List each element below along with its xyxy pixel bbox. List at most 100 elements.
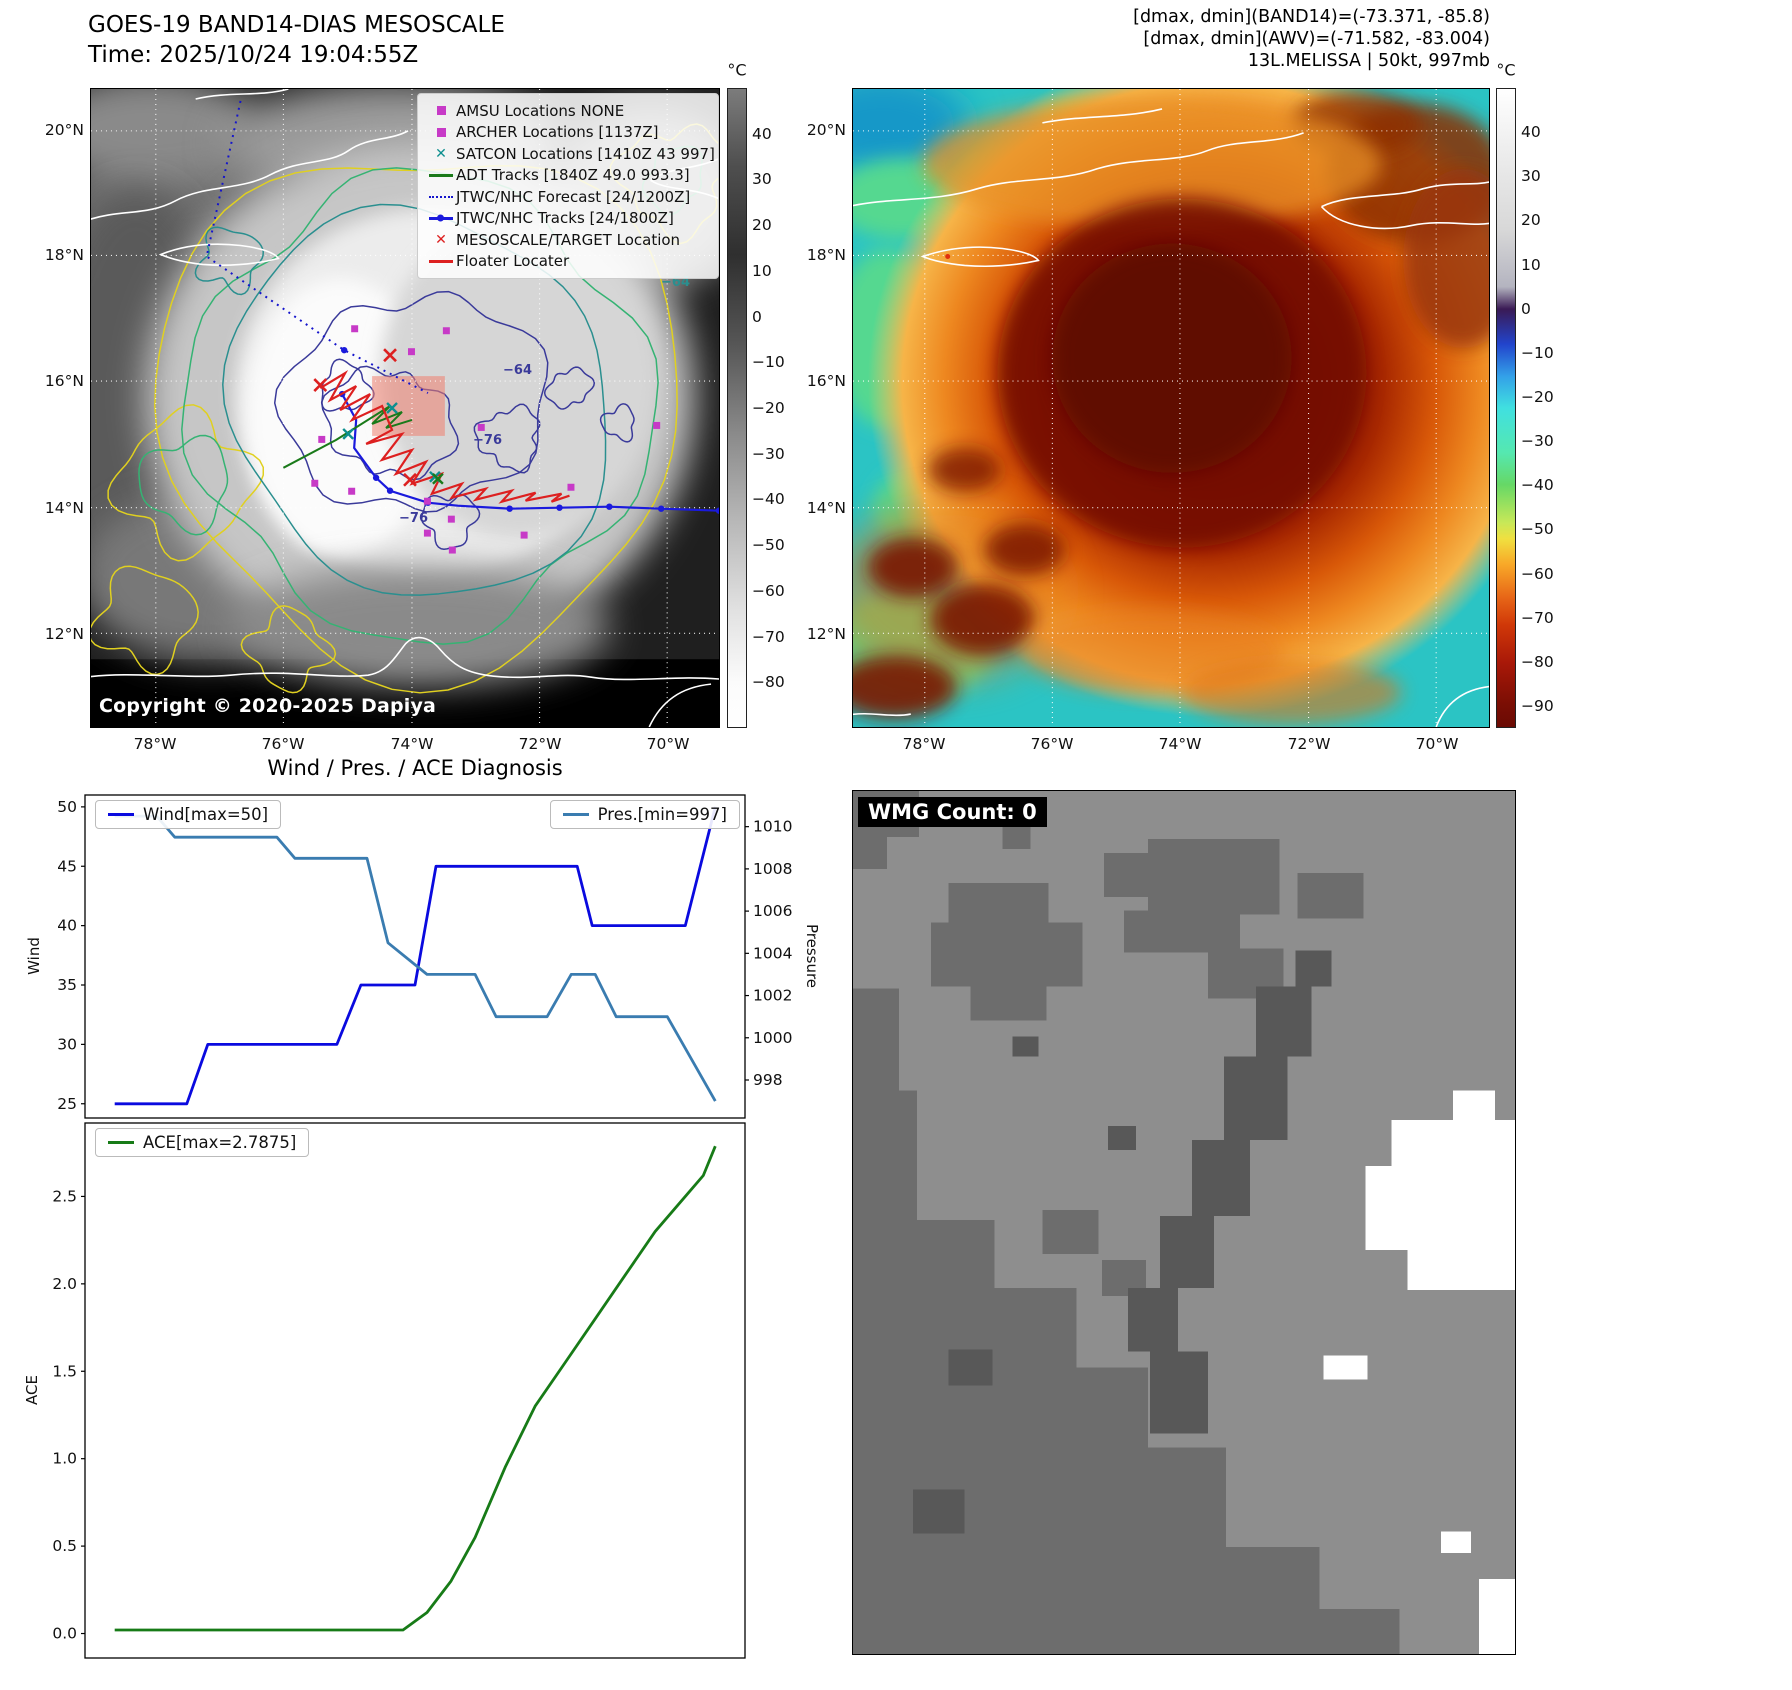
track-line-dot-icon — [426, 211, 456, 226]
contour-line — [91, 565, 199, 676]
coastline-layer — [91, 89, 719, 727]
colorbar-tick-label: −70 — [1521, 608, 1554, 627]
tick-label: 30 — [57, 1035, 77, 1053]
lat-tick-label: 12°N — [44, 625, 84, 643]
colorbar-tick-label: −60 — [1521, 564, 1554, 583]
contour-value-label: −76 — [473, 433, 502, 448]
storm-info-header: [dmax, dmin](BAND14)=(-73.371, -85.8) [d… — [890, 6, 1490, 72]
contour-line — [599, 403, 635, 443]
colorbar-tick-label: −80 — [752, 673, 785, 692]
storm-id-intensity: 13L.MELISSA | 50kt, 997mb — [1247, 51, 1490, 71]
contour-line — [240, 605, 337, 694]
wmg-dark-mask — [912, 950, 1332, 1534]
band14-satellite-map: −64 −64 −76 −76 AMSU Locations NONE ARCH… — [90, 88, 720, 728]
contour-line — [273, 290, 549, 513]
floater-track — [319, 370, 570, 504]
pressure-line-icon — [562, 812, 589, 817]
legend-item: SATCON Locations [1410Z 43 997] — [426, 143, 715, 165]
tick-label: 1000 — [753, 1029, 792, 1047]
lat-tick-label: 20°N — [44, 121, 84, 139]
tick-label: 0.0 — [52, 1625, 77, 1643]
legend-label: JTWC/NHC Tracks [24/1800Z] — [456, 209, 674, 228]
tick-label: 998 — [753, 1071, 783, 1089]
colorbar-tick-label: 0 — [1521, 299, 1531, 318]
lat-tick-label: 16°N — [44, 372, 84, 390]
awv-satellite-image — [853, 89, 1489, 727]
tick-label: 25 — [57, 1095, 77, 1113]
colorbar-tick-label: −20 — [1521, 387, 1554, 406]
colorbar-tick-label: −40 — [1521, 476, 1554, 495]
colorbar-tick-label: −10 — [752, 353, 785, 372]
pressure-legend: Pres.[min=997] — [549, 800, 740, 829]
tick-label: 2.0 — [52, 1275, 77, 1293]
pressure-axis-label: Pressure — [803, 923, 821, 989]
left-map-title: GOES-19 BAND14-DIAS MESOSCALE — [88, 12, 505, 38]
legend-label: MESOSCALE/TARGET Location — [456, 230, 681, 249]
lat-tick-label: 20°N — [806, 121, 846, 139]
legend-label: ARCHER Locations [1137Z] — [456, 123, 659, 142]
series-line — [114, 806, 717, 1106]
contour-line — [473, 403, 541, 474]
amsu-archer-locations — [311, 325, 661, 554]
wmg-medium-mask — [853, 791, 1400, 1654]
jtwc-track — [341, 393, 719, 512]
hot-spot-dot — [945, 253, 951, 259]
contour-line — [543, 366, 596, 410]
archer-square-icon — [426, 125, 456, 140]
amsu-square-icon — [426, 103, 456, 118]
target-x-markers — [313, 348, 417, 487]
wind-legend: Wind[max=50] — [95, 800, 282, 829]
colorbar-tick-label: 20 — [752, 216, 772, 235]
legend-label: SATCON Locations [1410Z 43 997] — [456, 144, 715, 163]
colorbar-tick-label: 10 — [752, 261, 772, 280]
band14-colorbar — [727, 88, 747, 728]
lon-tick-label: 70°W — [1415, 735, 1459, 753]
tick-label: 1.5 — [52, 1362, 77, 1380]
contour-line — [194, 226, 264, 296]
colorbar-tick-label: 30 — [752, 170, 772, 189]
grid-layer — [853, 89, 1489, 727]
colorbar-unit-label: °C — [1496, 60, 1516, 80]
legend-label: AMSU Locations NONE — [456, 101, 625, 120]
lon-tick-label: 78°W — [133, 735, 177, 753]
series-line — [114, 814, 717, 1102]
satcon-x-markers — [342, 402, 441, 483]
lon-tick-label: 70°W — [646, 735, 690, 753]
legend-item: ARCHER Locations [1137Z] — [426, 122, 710, 144]
track-layer — [205, 100, 719, 554]
tick-label: 50 — [57, 798, 77, 816]
lon-tick-label: 72°W — [518, 735, 562, 753]
legend-item: JTWC/NHC Tracks [24/1800Z] — [426, 208, 710, 230]
floater-line-icon — [426, 254, 456, 269]
legend-label: JTWC/NHC Forecast [24/1200Z] — [456, 187, 691, 206]
tick-label: 1002 — [753, 987, 792, 1005]
lat-tick-label: 14°N — [44, 499, 84, 517]
wind-axis-label: Wind — [25, 937, 43, 975]
tick-label: 1010 — [753, 818, 792, 836]
wind-legend-label: Wind[max=50] — [143, 805, 269, 824]
colorbar-tick-label: −80 — [1521, 652, 1554, 671]
legend-item: MESOSCALE/TARGET Location — [426, 229, 710, 251]
ace-axis-label: ACE — [23, 1375, 41, 1405]
adt-track — [282, 405, 413, 469]
wmg-mask-panel — [852, 790, 1516, 1655]
chart-frame — [84, 794, 746, 1119]
diagnosis-title: Wind / Pres. / ACE Diagnosis — [267, 756, 563, 780]
colorbar-unit-label: °C — [727, 60, 747, 80]
dmax-dmin-band14: [dmax, dmin](BAND14)=(-73.371, -85.8) — [1133, 7, 1490, 27]
colorbar-tick-label: −60 — [752, 581, 785, 600]
colorbar-tick-label: −20 — [752, 399, 785, 417]
lat-tick-label: 14°N — [806, 499, 846, 517]
pressure-legend-label: Pres.[min=997] — [597, 805, 727, 824]
ace-legend-label: ACE[max=2.7875] — [143, 1133, 297, 1152]
lat-tick-label: 16°N — [806, 372, 846, 390]
colorbar-tick-label: −30 — [1521, 432, 1554, 451]
lon-tick-label: 72°W — [1287, 735, 1331, 753]
legend-item: Floater Locater — [426, 251, 710, 273]
colorbar-tick-label: −10 — [1521, 343, 1554, 362]
lon-tick-label: 76°W — [261, 735, 305, 753]
colorbar-tick-label: −70 — [752, 627, 785, 646]
lat-tick-label: 18°N — [806, 246, 846, 264]
awv-imagery — [853, 89, 1489, 725]
